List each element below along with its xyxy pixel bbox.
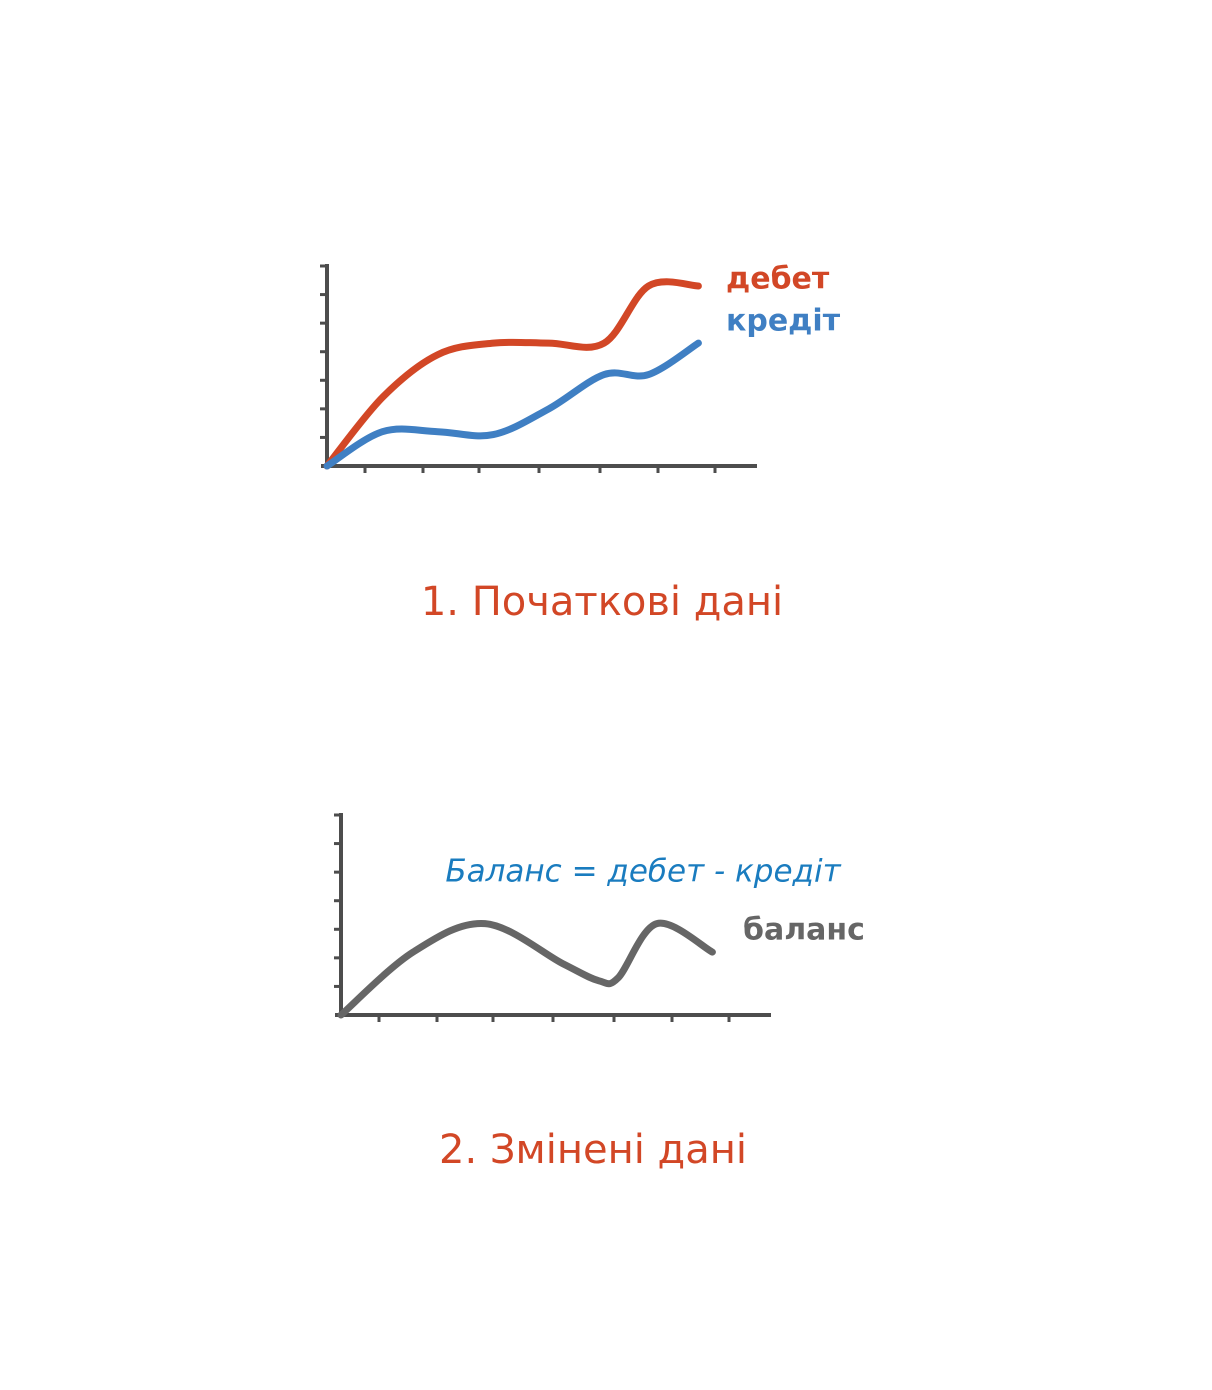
series-label-1: дебет <box>726 262 830 297</box>
series-line-1 <box>323 278 702 470</box>
formula-annotation: Баланс = дебет - кредіт <box>445 854 841 890</box>
chart-modified-data: баланс Баланс = дебет - кредіт 2. Змінені … <box>334 813 865 1173</box>
chart-caption: 1. Початкові дані <box>421 579 783 625</box>
series-label-1: баланс <box>743 913 865 948</box>
chart-initial-data: дебет кредіт 1. Початкові дані <box>320 262 841 625</box>
series-line-2 <box>323 339 702 470</box>
series-label-2: кредіт <box>726 304 841 339</box>
chart-caption: 2. Змінені дані <box>439 1127 747 1173</box>
series-line-1 <box>337 919 716 1019</box>
